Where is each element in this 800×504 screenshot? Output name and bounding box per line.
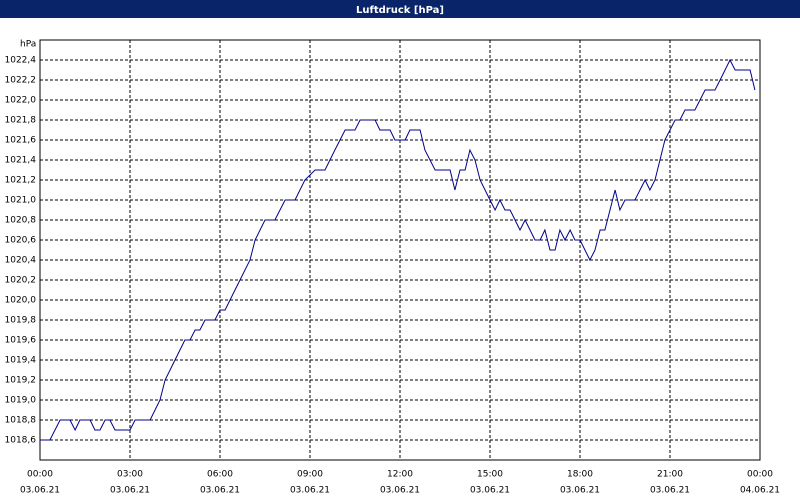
x-tick-label: 15:00 — [477, 470, 503, 480]
x-tick-label: 00:00 — [747, 470, 773, 480]
y-tick-label: 1020,6 — [5, 236, 37, 246]
y-tick-label: 1021,4 — [5, 156, 37, 166]
x-tick-date: 04.06.21 — [740, 486, 780, 496]
y-tick-label: 1019,4 — [5, 356, 37, 366]
x-tick-date: 03.06.21 — [290, 486, 330, 496]
y-tick-label: 1021,2 — [5, 176, 37, 186]
x-tick-label: 09:00 — [297, 470, 323, 480]
x-tick-label: 06:00 — [207, 470, 233, 480]
y-tick-label: 1020,8 — [5, 216, 37, 226]
x-tick-date: 03.06.21 — [200, 486, 240, 496]
y-tick-label: 1022,2 — [5, 76, 37, 86]
x-tick-date: 03.06.21 — [470, 486, 510, 496]
y-tick-label: 1021,0 — [5, 196, 37, 206]
x-tick-label: 21:00 — [657, 470, 683, 480]
x-tick-date: 03.06.21 — [650, 486, 690, 496]
y-tick-label: 1018,8 — [5, 416, 37, 426]
y-tick-label: 1019,6 — [5, 336, 37, 346]
x-tick-label: 18:00 — [567, 470, 593, 480]
x-tick-date: 03.06.21 — [560, 486, 600, 496]
x-tick-label: 03:00 — [117, 470, 143, 480]
y-tick-label: 1019,8 — [5, 316, 37, 326]
x-tick-date: 03.06.21 — [20, 486, 60, 496]
x-tick-label: 00:00 — [27, 470, 53, 480]
title-bar — [0, 0, 800, 18]
x-tick-label: 12:00 — [387, 470, 413, 480]
x-tick-date: 03.06.21 — [110, 486, 150, 496]
y-tick-label: 1018,6 — [5, 436, 37, 446]
data-line — [40, 58, 756, 441]
y-tick-label: 1021,8 — [5, 116, 37, 126]
x-tick-date: 03.06.21 — [380, 486, 420, 496]
y-tick-label: 1021,6 — [5, 136, 37, 146]
y-tick-label: 1019,0 — [5, 396, 37, 406]
y-unit-label: hPa — [20, 40, 36, 50]
y-tick-label: 1020,0 — [5, 296, 37, 306]
y-tick-label: 1019,2 — [5, 376, 37, 386]
y-tick-label: 1022,0 — [5, 96, 37, 106]
y-tick-label: 1020,4 — [5, 256, 37, 266]
chart-title: Luftdruck [hPa] — [356, 5, 444, 16]
y-tick-label: 1022,4 — [5, 56, 37, 66]
y-tick-label: 1020,2 — [5, 276, 37, 286]
